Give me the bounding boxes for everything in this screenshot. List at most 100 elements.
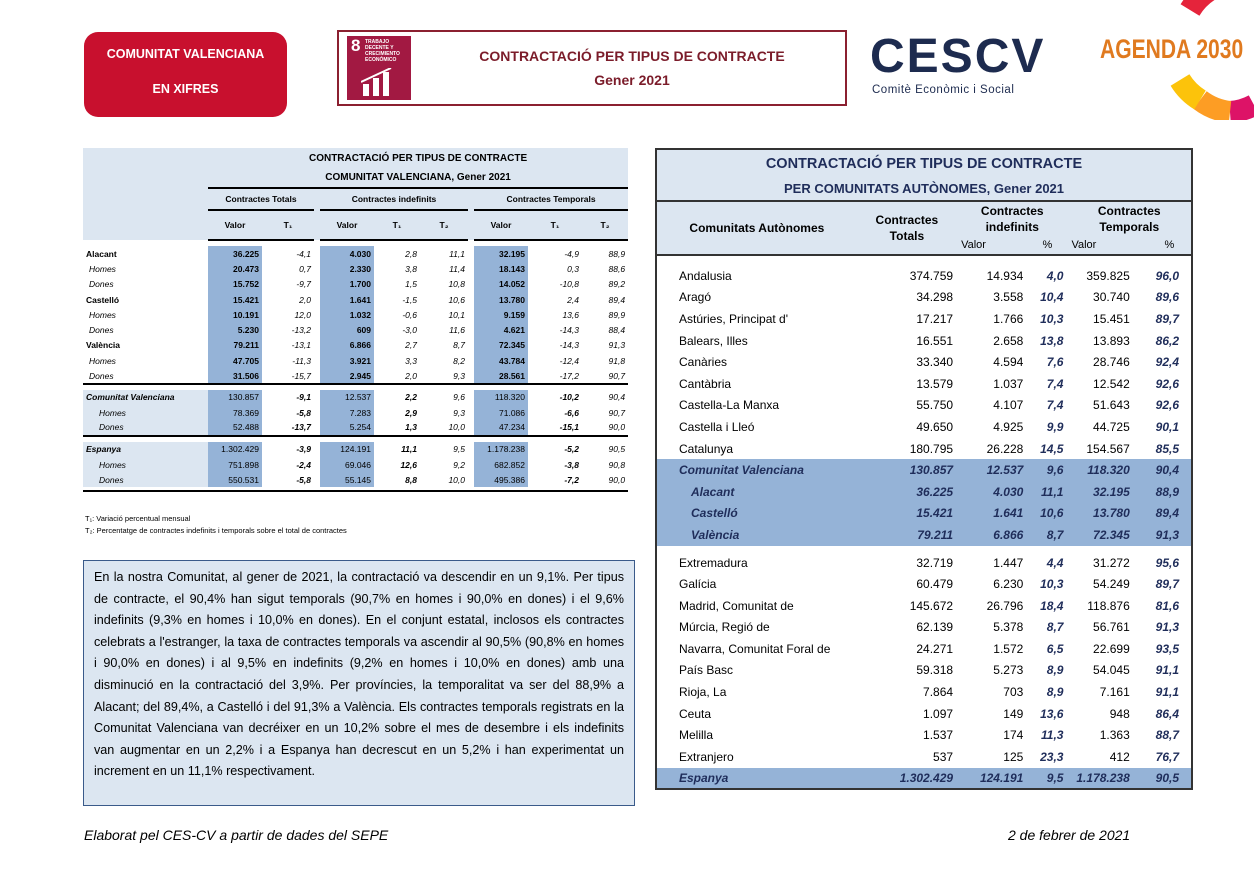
cell: 5.230 bbox=[208, 322, 262, 338]
cell: 15.451 bbox=[1093, 311, 1130, 326]
cell: 3.558 bbox=[993, 290, 1024, 305]
data-row: Homes 20.473 0,7 2.330 3,8 11,4 18.143 0,3 88,6 bbox=[83, 261, 628, 277]
cell: 1.037 bbox=[993, 376, 1024, 391]
cell: 11,3 bbox=[1041, 728, 1064, 743]
data-row: Alacant 36.225 4.030 11,1 32.195 88,9 bbox=[656, 480, 1192, 503]
cell: 4.107 bbox=[993, 398, 1024, 413]
cell: 20.473 bbox=[208, 261, 262, 277]
gap bbox=[83, 382, 629, 390]
cell: 55.750 bbox=[916, 398, 954, 413]
sub-header: T₂ bbox=[420, 210, 468, 241]
cell: 14.934 bbox=[986, 268, 1024, 283]
sub-header: T₁ bbox=[528, 210, 582, 241]
cell: 1.537 bbox=[923, 728, 954, 743]
col-header: Contractes Temporals bbox=[1097, 203, 1161, 234]
data-row: Espanya 1.302.429 -3,9 124.191 11,1 9,5 1.178.… bbox=[83, 441, 628, 457]
cell: 4.621 bbox=[474, 322, 528, 338]
cell: 8,2 bbox=[453, 355, 465, 366]
cell: 2.658 bbox=[993, 333, 1024, 348]
cell: 2.945 bbox=[320, 368, 374, 384]
data-row: Extranjero 537 125 23,3 412 76,7 bbox=[656, 746, 1192, 768]
row-label: València bbox=[656, 524, 857, 546]
cell: 31.272 bbox=[1093, 555, 1130, 570]
row-label: Dones bbox=[89, 279, 114, 290]
row-label: Castelló bbox=[656, 502, 857, 525]
cell: 1.447 bbox=[993, 555, 1024, 570]
cell: 2,0 bbox=[299, 294, 311, 305]
table-title: CONTRACTACIÓ PER TIPUS DE CONTRACTE bbox=[765, 155, 1083, 172]
data-row: Homes 10.191 12,0 1.032 -0,6 10,1 9.159 13,6 89,… bbox=[83, 307, 628, 323]
cell: -4,9 bbox=[564, 248, 579, 259]
cell: 6.866 bbox=[320, 337, 374, 354]
cell: 2,0 bbox=[405, 370, 417, 381]
sub-header: Valor bbox=[961, 238, 986, 251]
cell: 5.254 bbox=[320, 420, 374, 436]
cell: -7,2 bbox=[564, 474, 579, 485]
table-title: CONTRACTACIÓ PER TIPUS DE CONTRACTE bbox=[208, 148, 629, 168]
data-row: València 79.211 -13,1 6.866 2,7 8,7 72.345 -14,… bbox=[83, 337, 628, 354]
data-row: Comunitat Valenciana 130.857 -9,1 12.537 2,2… bbox=[83, 389, 628, 405]
cell: -4,1 bbox=[296, 248, 311, 259]
cell: 11,1 bbox=[401, 444, 417, 455]
cell: 5.378 bbox=[993, 620, 1024, 635]
cell: 52.488 bbox=[208, 420, 262, 436]
cell: 4.925 bbox=[993, 419, 1024, 434]
cell: -12,4 bbox=[559, 355, 579, 366]
cell: 4,0 bbox=[1046, 268, 1064, 283]
cell: 1.641 bbox=[320, 291, 374, 308]
row-label: Alacant bbox=[656, 480, 857, 503]
cell: 76,7 bbox=[1155, 749, 1179, 764]
cell: -15,1 bbox=[559, 422, 579, 433]
cell: 92,4 bbox=[1155, 355, 1179, 370]
cell: -1,5 bbox=[402, 294, 417, 305]
cell: 36.225 bbox=[856, 480, 958, 503]
cell: 3,3 bbox=[405, 355, 417, 366]
block-gap bbox=[83, 487, 629, 493]
cell: 10,3 bbox=[1040, 311, 1064, 326]
cell: 7,4 bbox=[1046, 376, 1064, 391]
row-label: Dones bbox=[89, 325, 114, 336]
cell: 10,0 bbox=[448, 474, 465, 485]
cell: 359.825 bbox=[1086, 268, 1130, 283]
cell: 12.537 bbox=[957, 459, 1028, 481]
cell: 33.340 bbox=[916, 355, 954, 370]
row-label: País Basc bbox=[679, 663, 734, 678]
cell: 60.479 bbox=[916, 577, 954, 592]
cell: 11,1 bbox=[1027, 480, 1068, 503]
cell: 130.857 bbox=[856, 459, 958, 481]
cell: 44.725 bbox=[1093, 419, 1130, 434]
cell: -0,6 bbox=[402, 309, 417, 320]
cell: 9,6 bbox=[1027, 459, 1068, 481]
cell: 495.386 bbox=[474, 472, 528, 488]
row-label: Espanya bbox=[656, 767, 857, 790]
cell: 1,5 bbox=[405, 279, 417, 290]
data-row: Rioja, La 7.864 703 8,9 7.161 91,1 bbox=[656, 681, 1192, 703]
cell: 0,7 bbox=[299, 263, 311, 274]
agenda-text: AGENDA 2030 bbox=[1100, 34, 1244, 64]
header-row: COMUNITAT VALENCIANA, Gener 2021 bbox=[83, 168, 629, 189]
cell: 9,5 bbox=[453, 444, 465, 455]
sdg-text: TRABAJO DECENTE Y CRECIMIENTO ECONÓMICO bbox=[365, 39, 400, 63]
cell: 89,2 bbox=[608, 279, 626, 290]
cell: 1.363 bbox=[1099, 728, 1130, 743]
cell: 682.852 bbox=[474, 456, 528, 473]
cell: 2,9 bbox=[405, 407, 417, 418]
data-row: País Basc 59.318 5.273 8,9 54.045 91,1 bbox=[656, 660, 1192, 682]
cell: 374.759 bbox=[909, 268, 954, 283]
cell: 412 bbox=[1109, 749, 1130, 764]
cell: -9,7 bbox=[296, 279, 311, 290]
footer-date: 2 de febrer de 2021 bbox=[1008, 827, 1131, 843]
cell: 14.052 bbox=[474, 276, 528, 292]
cell: 79.211 bbox=[208, 337, 262, 354]
logo: CESCV bbox=[870, 30, 1046, 83]
cell: 71.086 bbox=[474, 404, 528, 421]
data-row: Aragó 34.298 3.558 10,4 30.740 89,6 bbox=[656, 287, 1192, 309]
spacer bbox=[314, 188, 320, 210]
row-label: Castella i Lleó bbox=[679, 419, 755, 434]
cell: 13.579 bbox=[916, 376, 954, 391]
row-label: Dones bbox=[83, 472, 208, 488]
note: T₁: Variació percentual mensual bbox=[85, 514, 191, 523]
cell: 91,3 bbox=[608, 340, 626, 351]
cell: 81,6 bbox=[1155, 598, 1179, 613]
cell: 13.780 bbox=[1067, 502, 1148, 525]
